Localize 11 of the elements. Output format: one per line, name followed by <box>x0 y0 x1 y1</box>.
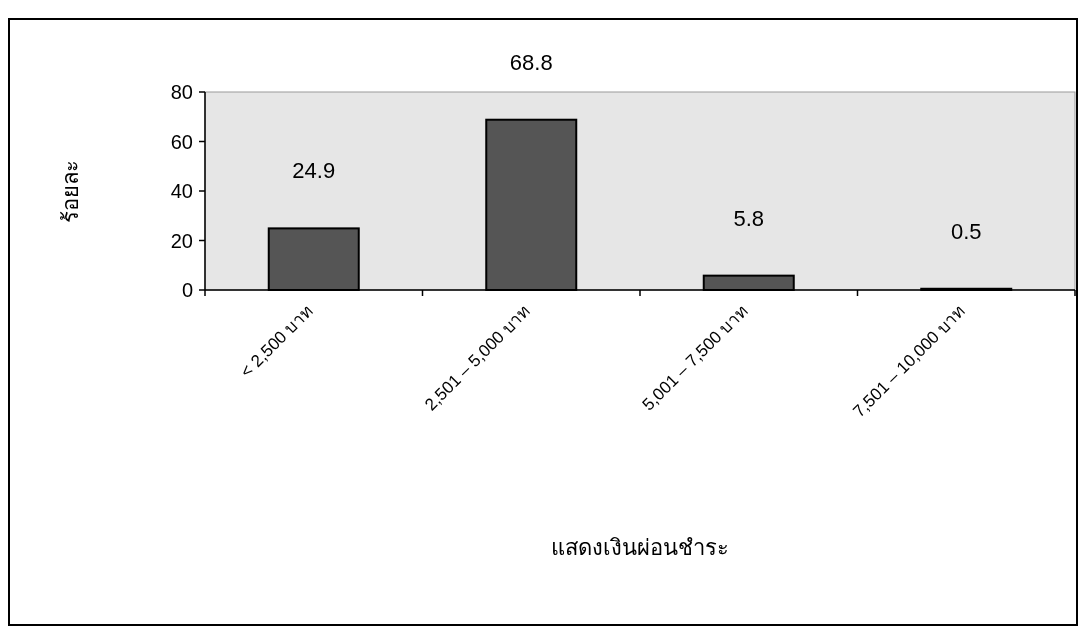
data-label: 5.8 <box>733 205 765 231</box>
y-tick-label: 40 <box>170 180 193 202</box>
y-tick-label: 20 <box>170 229 193 252</box>
data-label: 0.5 <box>950 218 982 244</box>
data-label: 24.9 <box>292 158 336 184</box>
y-tick-label: 0 <box>181 279 193 301</box>
text: แสดงเงินผ่อนชำระ <box>551 535 729 560</box>
y-tick-label: 60 <box>170 130 193 153</box>
y-tick-label: 80 <box>170 81 193 103</box>
data-label: 68.8 <box>509 49 553 75</box>
y-axis-title: ร้อยละ <box>58 159 83 223</box>
